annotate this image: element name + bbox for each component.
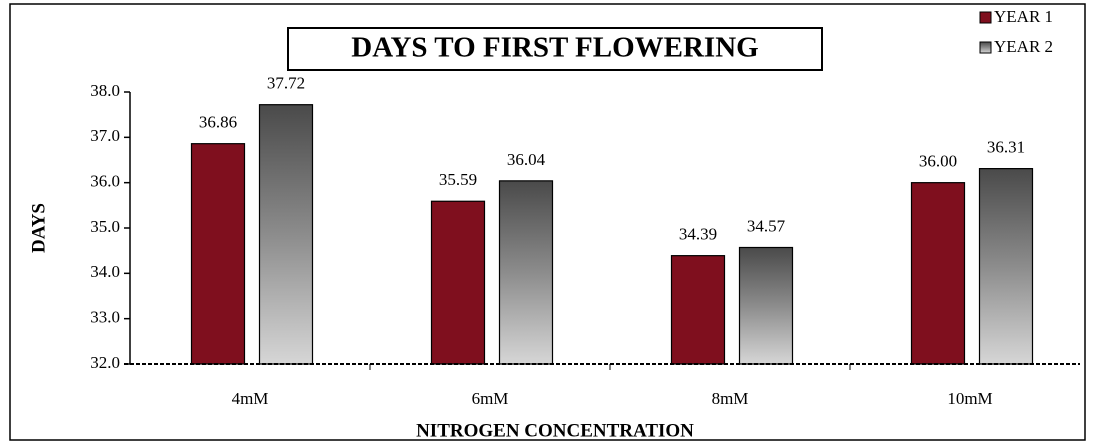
y-tick-label: 35.0 <box>90 217 120 236</box>
chart-title: DAYS TO FIRST FLOWERING <box>351 32 758 64</box>
bar <box>978 168 1034 365</box>
bar <box>670 255 726 365</box>
y-tick-label: 37.0 <box>90 126 120 145</box>
value-label: 34.39 <box>679 225 717 244</box>
value-label: 36.04 <box>507 150 546 169</box>
value-label: 36.86 <box>199 113 237 132</box>
value-label: 34.57 <box>747 216 786 235</box>
x-axis-label: NITROGEN CONCENTRATION <box>416 420 694 441</box>
value-label: 36.31 <box>987 138 1025 157</box>
bar <box>258 104 314 365</box>
y-tick-label: 36.0 <box>90 172 120 191</box>
legend-label: YEAR 1 <box>994 7 1053 26</box>
bar <box>738 246 794 365</box>
x-tick-label: 6mM <box>472 389 509 408</box>
legend-swatch <box>979 11 992 24</box>
y-axis-label: DAYS <box>28 203 49 253</box>
y-tick-label: 32.0 <box>90 353 120 372</box>
y-tick-label: 34.0 <box>90 262 120 281</box>
bar <box>498 180 554 365</box>
x-tick-label: 4mM <box>232 389 269 408</box>
bar <box>190 143 246 365</box>
value-label: 36.00 <box>919 152 957 171</box>
x-tick-label: 10mM <box>947 389 992 408</box>
value-label: 35.59 <box>439 170 477 189</box>
y-tick-label: 33.0 <box>90 308 120 327</box>
legend-swatch <box>979 41 992 54</box>
chart-frame <box>9 3 1086 441</box>
legend-label: YEAR 2 <box>994 37 1053 56</box>
bar <box>430 200 486 365</box>
y-tick-label: 38.0 <box>90 81 120 100</box>
x-tick-label: 8mM <box>712 389 749 408</box>
title-box <box>287 27 823 71</box>
value-label: 37.72 <box>267 74 305 93</box>
bar <box>910 182 966 365</box>
